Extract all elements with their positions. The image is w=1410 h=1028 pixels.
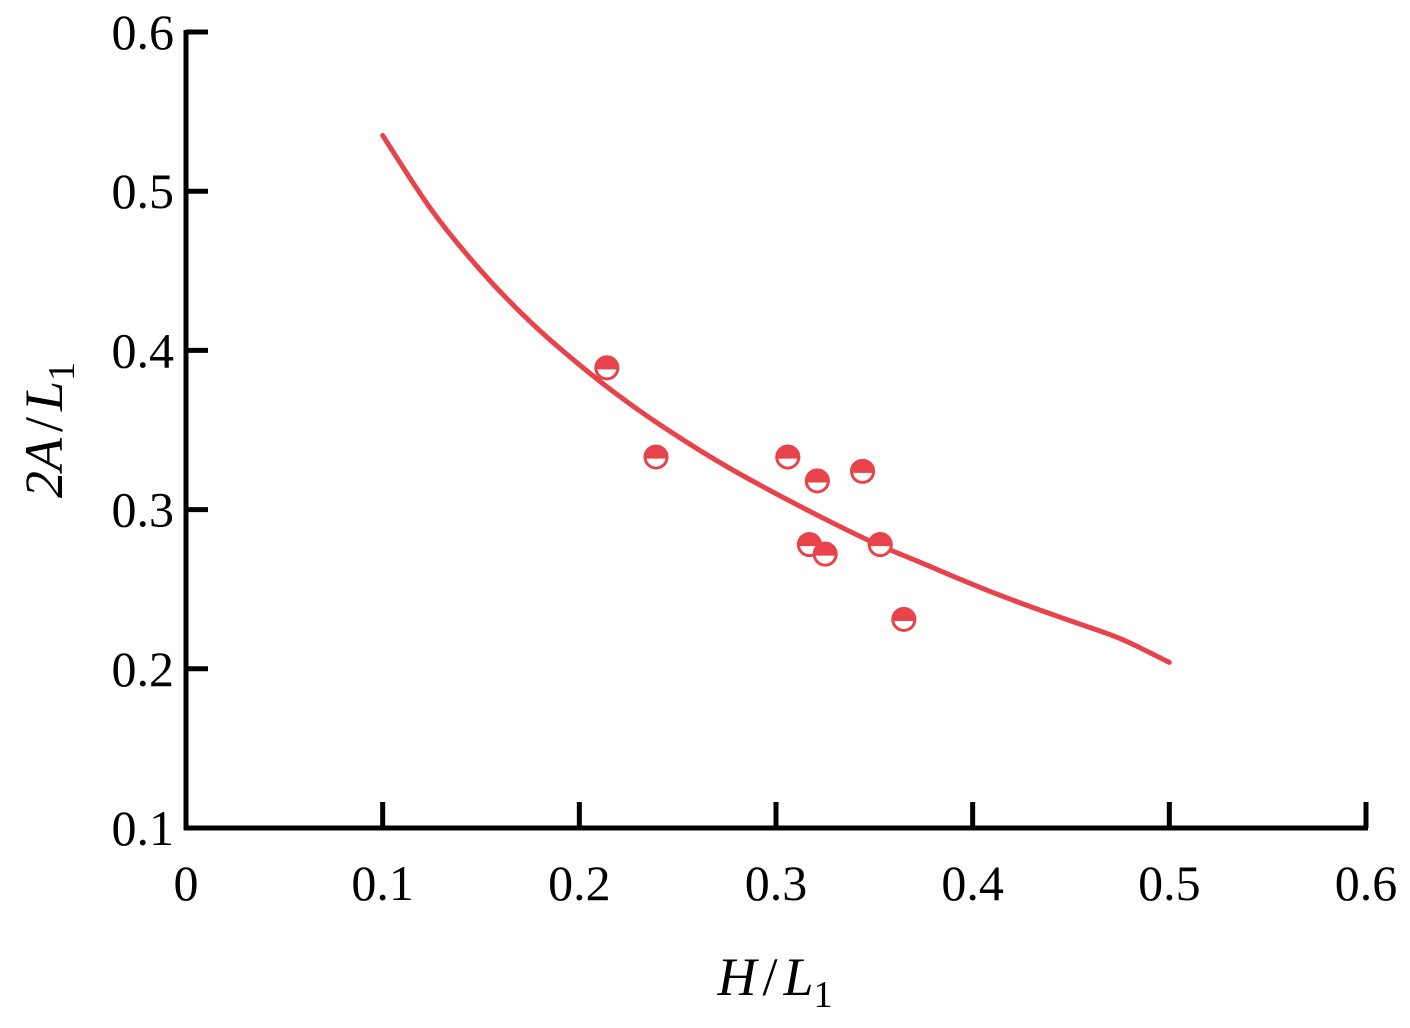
data-point-fill xyxy=(891,607,917,621)
y-axis-label-var: L xyxy=(14,381,74,412)
x-axis-label-main: H xyxy=(716,947,759,1007)
data-point-fill xyxy=(643,444,669,459)
x-axis-label: H / L1 xyxy=(716,947,832,1016)
data-point-fill xyxy=(804,468,830,483)
x-axis-label-slash: / xyxy=(762,947,777,1007)
fit-curve xyxy=(380,133,1172,665)
y-tick-label: 0.2 xyxy=(112,641,175,697)
data-point xyxy=(775,444,801,470)
data-point-fill xyxy=(850,458,876,473)
data-point-fill xyxy=(796,532,822,547)
y-tick-label: 0.3 xyxy=(112,482,175,538)
x-tick-label: 0 xyxy=(174,855,199,911)
x-axis-label-var: L xyxy=(782,947,813,1007)
axes: 0.10.20.30.40.50.60 0.1 0.2 0.3 0.4 0.5 0.6 xyxy=(112,4,1398,911)
data-points-layer xyxy=(594,355,917,632)
data-point xyxy=(812,541,838,567)
data-point-fill xyxy=(812,541,838,556)
y-tick-label: 0.1 xyxy=(112,800,175,856)
x-tick-label: 0.6 xyxy=(1335,855,1398,911)
y-axis-label: 2A / L1 xyxy=(14,362,83,498)
data-point-fill xyxy=(775,444,801,459)
data-point xyxy=(891,606,917,632)
data-point-fill xyxy=(867,532,893,547)
x-axis-label-sub: 1 xyxy=(814,974,833,1016)
x-tick-label: 0.5 xyxy=(1138,855,1201,911)
x-tick-label: 0.1 xyxy=(351,855,414,911)
x-tick-label: 0.2 xyxy=(548,855,611,911)
data-point xyxy=(867,532,893,558)
y-tick-label: 0.6 xyxy=(112,4,175,60)
data-point xyxy=(594,355,620,381)
y-axis-label-main: 2A xyxy=(14,437,74,498)
x-tick-label: 0.4 xyxy=(941,855,1004,911)
data-point xyxy=(643,444,669,470)
data-point xyxy=(850,458,876,484)
y-tick-label: 0.5 xyxy=(112,163,175,219)
data-point xyxy=(804,468,830,494)
y-tick-label: 0.4 xyxy=(112,322,175,378)
data-point-fill xyxy=(594,355,620,370)
fit-curve-layer xyxy=(380,133,1172,665)
y-axis-label-sub: 1 xyxy=(41,362,83,381)
x-tick-label: 0.3 xyxy=(745,855,808,911)
y-axis-label-slash: / xyxy=(14,417,74,432)
